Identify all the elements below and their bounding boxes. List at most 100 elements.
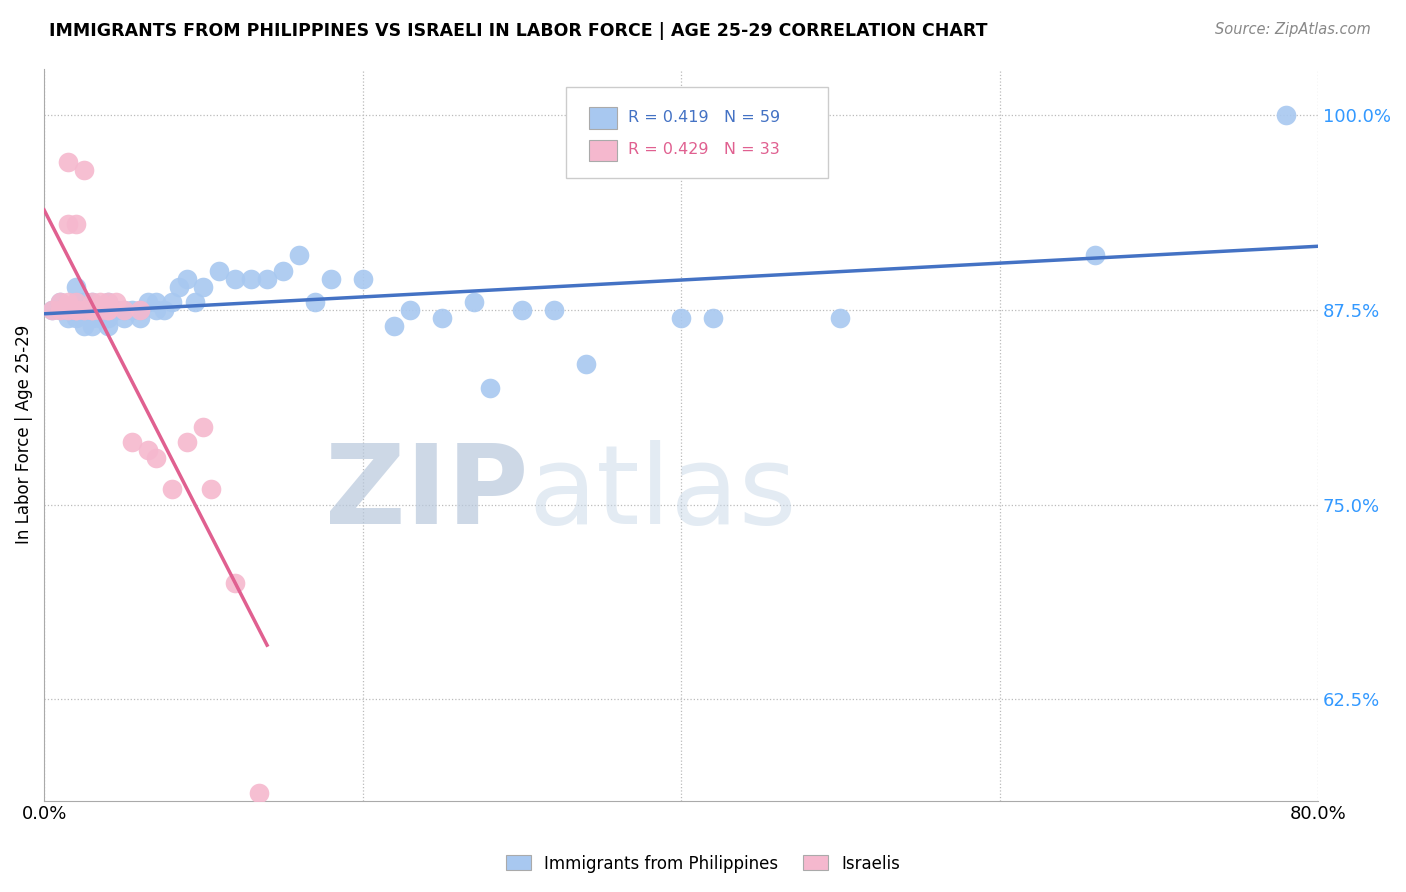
Point xyxy=(80,302,103,317)
Point xyxy=(288,248,311,262)
Point xyxy=(41,302,63,317)
Point xyxy=(56,302,79,317)
Point xyxy=(176,435,198,450)
Point xyxy=(97,302,120,317)
Point xyxy=(65,302,87,317)
Point xyxy=(184,295,207,310)
Point xyxy=(152,302,174,317)
Point xyxy=(97,302,120,317)
Point xyxy=(112,302,135,317)
Point xyxy=(73,318,96,333)
Point xyxy=(176,272,198,286)
Point xyxy=(56,295,79,310)
Point xyxy=(208,264,231,278)
Point xyxy=(97,310,120,325)
Point xyxy=(97,295,120,310)
Point xyxy=(136,295,159,310)
Point xyxy=(669,310,692,325)
Point xyxy=(463,295,485,310)
Point xyxy=(574,358,596,372)
Point xyxy=(97,318,120,333)
Point xyxy=(56,217,79,231)
Text: Source: ZipAtlas.com: Source: ZipAtlas.com xyxy=(1215,22,1371,37)
Point xyxy=(271,264,294,278)
Point xyxy=(89,295,111,310)
Text: IMMIGRANTS FROM PHILIPPINES VS ISRAELI IN LABOR FORCE | AGE 25-29 CORRELATION CH: IMMIGRANTS FROM PHILIPPINES VS ISRAELI I… xyxy=(49,22,987,40)
Point xyxy=(240,272,263,286)
Point xyxy=(80,302,103,317)
Point xyxy=(145,302,167,317)
Point xyxy=(121,302,143,317)
Point xyxy=(49,295,72,310)
Point xyxy=(160,482,183,496)
Point xyxy=(304,295,326,310)
Text: ZIP: ZIP xyxy=(325,440,529,547)
Point xyxy=(510,302,533,317)
Point xyxy=(702,310,724,325)
Point xyxy=(89,302,111,317)
Point xyxy=(56,155,79,169)
Point xyxy=(65,310,87,325)
Point xyxy=(256,272,278,286)
Point xyxy=(145,450,167,465)
Point xyxy=(169,279,191,293)
Point xyxy=(384,318,406,333)
Point xyxy=(65,217,87,231)
Point xyxy=(319,272,342,286)
Point xyxy=(73,162,96,177)
Point xyxy=(128,302,150,317)
Point xyxy=(49,295,72,310)
Point xyxy=(65,295,87,310)
Point xyxy=(128,302,150,317)
Point xyxy=(65,279,87,293)
Point xyxy=(247,786,270,800)
Point xyxy=(97,302,120,317)
Point xyxy=(80,318,103,333)
Text: R = 0.429   N = 33: R = 0.429 N = 33 xyxy=(627,143,779,157)
FancyBboxPatch shape xyxy=(589,107,617,129)
Point xyxy=(65,302,87,317)
Point xyxy=(73,302,96,317)
FancyBboxPatch shape xyxy=(589,139,617,161)
Point xyxy=(479,381,502,395)
Point xyxy=(41,302,63,317)
Point xyxy=(1275,108,1298,122)
Point xyxy=(200,482,222,496)
Point xyxy=(193,419,215,434)
Point xyxy=(80,295,103,310)
Legend: Immigrants from Philippines, Israelis: Immigrants from Philippines, Israelis xyxy=(499,848,907,880)
Point xyxy=(80,302,103,317)
Point xyxy=(112,302,135,317)
Point xyxy=(830,310,852,325)
Text: R = 0.419   N = 59: R = 0.419 N = 59 xyxy=(627,110,780,125)
Point xyxy=(432,310,454,325)
FancyBboxPatch shape xyxy=(567,87,828,178)
Point xyxy=(543,302,565,317)
Y-axis label: In Labor Force | Age 25-29: In Labor Force | Age 25-29 xyxy=(15,325,32,544)
Point xyxy=(104,302,127,317)
Point xyxy=(49,302,72,317)
Point xyxy=(104,295,127,310)
Point xyxy=(65,302,87,317)
Point xyxy=(145,295,167,310)
Point xyxy=(73,295,96,310)
Point xyxy=(224,575,246,590)
Point xyxy=(73,302,96,317)
Text: atlas: atlas xyxy=(529,440,797,547)
Point xyxy=(352,272,374,286)
Point xyxy=(80,310,103,325)
Point xyxy=(121,435,143,450)
Point xyxy=(89,310,111,325)
Point xyxy=(97,295,120,310)
Point xyxy=(160,295,183,310)
Point xyxy=(1084,248,1107,262)
Point xyxy=(128,310,150,325)
Point xyxy=(80,295,103,310)
Point xyxy=(89,302,111,317)
Point xyxy=(56,302,79,317)
Point xyxy=(112,310,135,325)
Point xyxy=(136,443,159,458)
Point xyxy=(65,295,87,310)
Point xyxy=(399,302,422,317)
Point xyxy=(49,302,72,317)
